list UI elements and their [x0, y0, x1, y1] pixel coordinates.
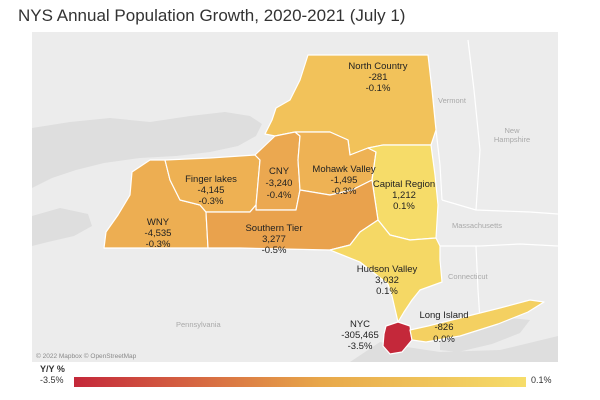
- hudson-valley-change: 3,032: [375, 275, 399, 286]
- map-title: NYS Annual Population Growth, 2020-2021 …: [18, 6, 406, 25]
- mohawk-valley-name: Mohawk Valley: [312, 164, 375, 175]
- north-country-name: North Country: [348, 61, 407, 72]
- atlantic-ocean: [350, 336, 558, 362]
- label-capital-region: Capital Region 1,212 0.1%: [373, 179, 435, 212]
- region-southern-tier[interactable]: [205, 179, 379, 251]
- region-nyc[interactable]: [382, 321, 413, 355]
- capital-region-pct: 0.1%: [393, 201, 415, 212]
- lake-erie: [32, 208, 92, 246]
- hudson-valley-pct: 0.1%: [376, 286, 398, 297]
- cny-name: CNY: [269, 166, 290, 177]
- label-cny: CNY -3,240 -0.4%: [266, 166, 293, 201]
- cny-pct: -0.4%: [267, 190, 292, 201]
- label-nyc: NYC -305,465 -3.5%: [341, 319, 379, 352]
- southern-tier-change: 3,277: [262, 234, 286, 245]
- lake-ontario: [32, 112, 262, 188]
- map-attribution: © 2022 Mapbox © OpenStreetMap: [36, 352, 137, 360]
- long-island-pct: 0.0%: [433, 334, 455, 345]
- cny-change: -3,240: [266, 178, 293, 189]
- color-legend-bar: [74, 377, 526, 387]
- label-hudson-valley: Hudson Valley 3,032 0.1%: [357, 264, 418, 297]
- long-island-sound: [440, 318, 530, 352]
- long-island-change: -826: [434, 322, 453, 333]
- map-area[interactable]: Vermont New Hampshire Massachusetts Conn…: [32, 32, 558, 362]
- southern-tier-pct: -0.5%: [262, 245, 287, 256]
- region-long-island[interactable]: [409, 299, 545, 343]
- nyc-pct: -3.5%: [348, 341, 373, 352]
- label-mohawk-valley: Mohawk Valley -1,495 -0.3%: [312, 164, 375, 197]
- choropleth-map[interactable]: Vermont New Hampshire Massachusetts Conn…: [32, 32, 558, 362]
- new-hampshire-label-1: New: [504, 126, 520, 135]
- wny-change: -4,535: [145, 228, 172, 239]
- new-hampshire-label-2: Hampshire: [494, 135, 530, 144]
- hudson-valley-name: Hudson Valley: [357, 264, 418, 275]
- vermont-label: Vermont: [438, 96, 467, 105]
- massachusetts-label: Massachusetts: [452, 221, 502, 230]
- north-country-pct: -0.1%: [366, 83, 391, 94]
- wny-pct: -0.3%: [146, 239, 171, 250]
- long-island-name: Long Island: [419, 310, 468, 321]
- mohawk-valley-pct: -0.3%: [332, 186, 357, 197]
- label-wny: WNY -4,535 -0.3%: [145, 217, 172, 250]
- label-long-island: Long Island -826 0.0%: [419, 310, 468, 345]
- southern-tier-name: Southern Tier: [245, 223, 302, 234]
- finger-lakes-change: -4,145: [198, 185, 225, 196]
- label-north-country: North Country -281 -0.1%: [348, 61, 407, 94]
- north-country-change: -281: [368, 72, 387, 83]
- capital-region-name: Capital Region: [373, 179, 435, 190]
- finger-lakes-name: Finger lakes: [185, 174, 237, 185]
- region-hudson-valley[interactable]: [329, 219, 443, 323]
- nyc-name: NYC: [350, 319, 370, 330]
- capital-region-change: 1,212: [392, 190, 416, 201]
- legend-max-label: 0.1%: [531, 375, 552, 385]
- pennsylvania-label: Pennsylvania: [176, 320, 221, 329]
- nyc-change: -305,465: [341, 330, 379, 341]
- finger-lakes-pct: -0.3%: [199, 196, 224, 207]
- legend-title: Y/Y %: [40, 364, 65, 374]
- mohawk-valley-change: -1,495: [331, 175, 358, 186]
- connecticut-label: Connecticut: [448, 272, 489, 281]
- label-southern-tier: Southern Tier 3,277 -0.5%: [245, 223, 302, 256]
- label-finger-lakes: Finger lakes -4,145 -0.3%: [185, 174, 237, 207]
- legend-min-label: -3.5%: [40, 375, 64, 385]
- wny-name: WNY: [147, 217, 170, 228]
